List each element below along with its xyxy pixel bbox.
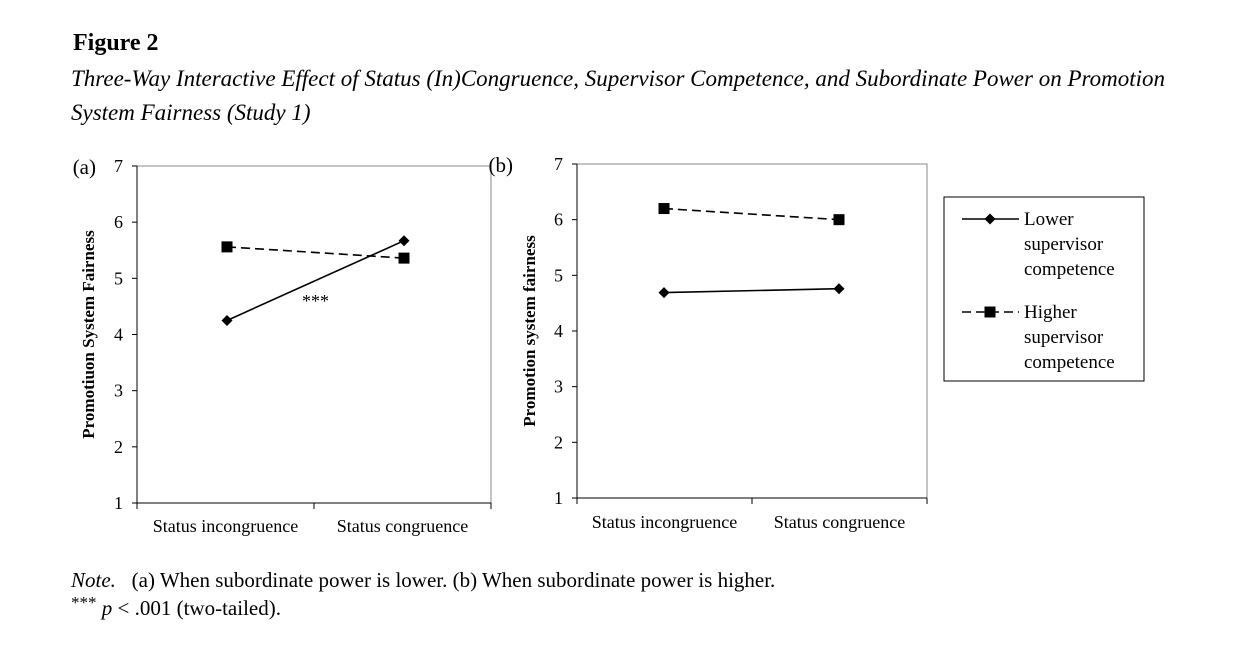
series-line [226,246,405,259]
legend: Lower supervisor competence Higher superviso… [943,196,1145,382]
y-tick-label: 2 [114,437,123,457]
legend-box [943,196,1145,382]
series-line [226,239,405,322]
note-line-2: *** p < .001 (two-tailed). [71,593,775,624]
legend-label-line: competence [1024,352,1115,373]
data-point [658,203,670,215]
legend-label-line: competence [1024,259,1115,280]
y-tick-label: 7 [114,156,123,176]
legend-label: Higher supervisor competence [1024,302,1115,373]
plot-frame [136,165,492,504]
y-tick-label: 7 [554,154,563,174]
note-text: (a) When subordinate power is lower. (b)… [131,568,776,592]
note-stars: *** [71,593,97,612]
y-tick-label: 5 [554,265,563,285]
note-line-1: Note. (a) When subordinate power is lowe… [71,566,775,594]
panel-label: (b) [489,153,514,177]
note-p: p [101,596,113,620]
panel-label: (a) [73,155,96,179]
y-tick-label: 6 [554,210,563,230]
legend-label-line: supervisor [1024,327,1104,348]
data-point [833,283,845,295]
y-tick-label: 4 [554,321,563,341]
y-tick-label: 6 [114,212,123,232]
data-point [221,314,233,326]
data-point [398,252,410,264]
y-tick-label: 4 [114,325,123,345]
significance-annotation: *** [302,291,329,311]
y-tick-label: 2 [554,432,563,452]
legend-marker [984,306,996,318]
y-tick-label: 1 [114,493,123,513]
legend-marker [984,213,996,225]
series-line [663,207,840,221]
y-axis-label: Promotiuon System Fairness [79,230,98,439]
note-p-rest: < .001 (two-tailed). [117,596,281,620]
x-category-label: Status incongruence [153,516,298,536]
x-category-label: Status incongruence [592,512,737,532]
figure-note: Note. (a) When subordinate power is lowe… [71,566,775,624]
y-tick-label: 3 [114,381,123,401]
y-tick-label: 1 [554,488,563,508]
data-point [398,235,410,247]
y-tick-label: 3 [554,377,563,397]
legend-label-line: Higher [1024,302,1077,323]
legend-label-line: Lower [1024,209,1074,230]
legend-label: Lower supervisor competence [1024,209,1115,280]
series-line [663,287,840,294]
x-category-label: Status congruence [337,516,468,536]
y-tick-label: 5 [114,268,123,288]
figure-label: Figure 2 [73,30,159,56]
note-lead: Note. [71,568,116,592]
x-category-label: Status congruence [774,512,905,532]
panel-a: 1 2 3 4 5 6 7 Status incongruence Status congrue… [73,155,492,536]
legend-label-line: supervisor [1024,234,1104,255]
data-point [833,214,845,226]
y-axis-label: Promotion system fairness [520,235,539,427]
panel-b: 1 2 3 4 5 6 7 Status incongruence Status congrue… [489,153,928,532]
data-point [658,287,670,299]
data-point [221,241,233,253]
figure-title: Three-Way Interactive Effect of Status (… [71,66,1165,125]
